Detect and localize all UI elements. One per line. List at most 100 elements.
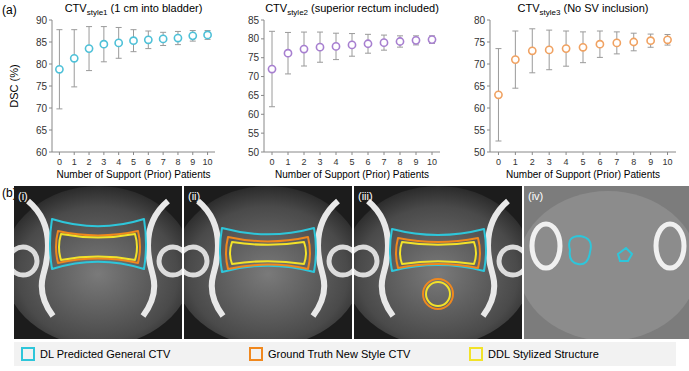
error-cap xyxy=(512,31,518,32)
ct-bone xyxy=(313,201,338,316)
x-axis-label: Number of Support (Prior) Patients xyxy=(275,169,429,180)
data-point xyxy=(596,41,603,48)
title-rest: (superior rectum included) xyxy=(308,2,439,14)
y-tick-label: 60 xyxy=(248,109,260,120)
x-tick-label: 2 xyxy=(301,157,306,167)
y-tick xyxy=(261,114,264,115)
title-main: CTV xyxy=(65,2,88,14)
error-cap xyxy=(116,58,122,59)
y-tick xyxy=(49,64,52,65)
data-point xyxy=(364,40,371,47)
x-tick-label: 6 xyxy=(597,157,602,167)
data-point xyxy=(174,34,181,41)
x-axis-label: Number of Support (Prior) Patients xyxy=(57,169,211,180)
error-bar xyxy=(580,32,586,63)
data-point xyxy=(189,32,196,39)
x-tick xyxy=(148,152,149,155)
error-cap xyxy=(529,72,535,73)
ct-body xyxy=(184,186,352,339)
x-tick-label: 7 xyxy=(614,157,619,167)
y-tick xyxy=(261,152,264,153)
image-label: (i) xyxy=(18,190,28,202)
error-bar xyxy=(546,30,552,70)
x-tick xyxy=(532,152,533,155)
error-cap xyxy=(71,29,77,30)
y-tick xyxy=(487,86,490,87)
error-bar xyxy=(365,34,371,53)
contour-ground-truth xyxy=(226,237,310,269)
x-tick xyxy=(566,152,567,155)
x-tick-label: 2 xyxy=(530,157,535,167)
x-tick-label: 9 xyxy=(648,157,653,167)
y-tick-label: 80 xyxy=(474,15,486,26)
y-tick-label: 85 xyxy=(36,37,48,48)
ct-content xyxy=(14,186,182,339)
title-main: CTV xyxy=(518,2,541,14)
x-tick xyxy=(103,152,104,155)
x-tick xyxy=(352,152,353,155)
data-point xyxy=(316,44,323,51)
error-cap xyxy=(665,45,671,46)
y-tick-label: 65 xyxy=(36,125,48,136)
chart-title: CTVstyle3 (No SV inclusion) xyxy=(518,2,649,17)
legend: DL Predicted General CTVGround Truth New… xyxy=(14,342,676,366)
x-tick-label: 10 xyxy=(427,157,437,167)
ct-bone xyxy=(14,247,37,275)
error-cap xyxy=(529,28,535,29)
error-cap xyxy=(614,53,620,54)
x-tick xyxy=(616,152,617,155)
ct-bone xyxy=(143,201,168,316)
y-axis-label: DSC (%) xyxy=(8,64,20,107)
error-cap xyxy=(546,69,552,70)
error-cap xyxy=(301,32,307,33)
error-bar xyxy=(631,33,637,51)
data-point xyxy=(115,39,122,46)
error-cap xyxy=(317,62,323,63)
x-tick-label: 8 xyxy=(397,157,402,167)
error-cap xyxy=(116,27,122,28)
chart: CTVstyle1 (1 cm into bladder)60657075808… xyxy=(8,2,215,180)
data-point xyxy=(348,41,355,48)
data-point xyxy=(284,50,291,57)
y-tick xyxy=(49,108,52,109)
error-cap xyxy=(101,61,107,62)
error-bar xyxy=(333,33,339,59)
x-tick-label: 6 xyxy=(365,157,370,167)
ct-image: (iv) xyxy=(518,186,689,341)
x-tick xyxy=(192,152,193,155)
error-cap xyxy=(631,50,637,51)
error-cap xyxy=(381,35,387,36)
ct-image: (iii) xyxy=(343,186,533,346)
data-point xyxy=(412,37,419,44)
error-bar xyxy=(397,36,403,47)
error-cap xyxy=(349,33,355,34)
y-tick xyxy=(261,20,264,21)
error-bar xyxy=(101,27,107,62)
error-bar xyxy=(529,29,535,73)
y-tick-label: 65 xyxy=(474,81,486,92)
error-cap xyxy=(597,57,603,58)
data-point xyxy=(145,36,152,43)
data-point xyxy=(204,31,211,38)
x-tick xyxy=(177,152,178,155)
y-tick xyxy=(49,42,52,43)
x-tick xyxy=(133,152,134,155)
y-tick xyxy=(261,133,264,134)
error-bar xyxy=(160,32,166,45)
x-tick xyxy=(59,152,60,155)
error-bar xyxy=(429,36,435,44)
x-tick xyxy=(336,152,337,155)
data-point xyxy=(300,45,307,52)
error-bar xyxy=(413,36,419,45)
legend-label: DDL Stylized Structure xyxy=(488,348,599,360)
error-cap xyxy=(580,31,586,32)
x-tick xyxy=(416,152,417,155)
x-tick xyxy=(288,152,289,155)
x-tick xyxy=(498,152,499,155)
plot-marks xyxy=(56,27,211,109)
x-tick-label: 9 xyxy=(190,157,195,167)
chart: CTVstyle3 (No SV inclusion)5055606570758… xyxy=(474,2,676,180)
x-tick-label: 5 xyxy=(349,157,354,167)
x-tick-label: 5 xyxy=(131,157,136,167)
error-bar xyxy=(116,27,122,58)
